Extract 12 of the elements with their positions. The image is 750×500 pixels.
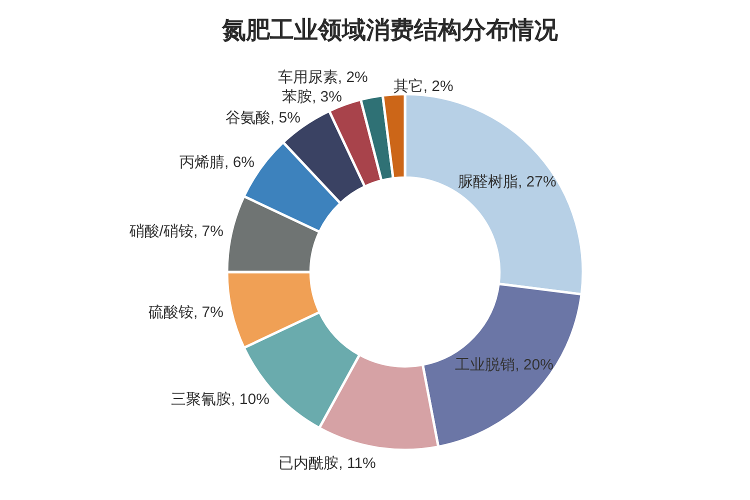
slice-label: 三聚氰胺, 10% xyxy=(171,390,270,408)
slice-label: 苯胺, 3% xyxy=(282,88,342,106)
slice-label: 车用尿素, 2% xyxy=(278,69,368,86)
slice-label: 谷氨酸, 5% xyxy=(225,110,300,127)
slice-label: 脲醛树脂, 27% xyxy=(458,173,556,190)
slice-label: 工业脱销, 20% xyxy=(455,356,554,374)
chart-title: 氮肥工业领域消费结构分布情况 xyxy=(221,15,559,44)
slice-label: 硝酸/硝铵, 7% xyxy=(128,222,224,240)
slice-label: 硫酸铵, 7% xyxy=(148,304,224,322)
slice-label: 已内酰胺, 11% xyxy=(278,455,376,472)
slice-label: 丙烯腈, 6% xyxy=(180,154,255,172)
slice-label: 其它, 2% xyxy=(393,78,454,95)
